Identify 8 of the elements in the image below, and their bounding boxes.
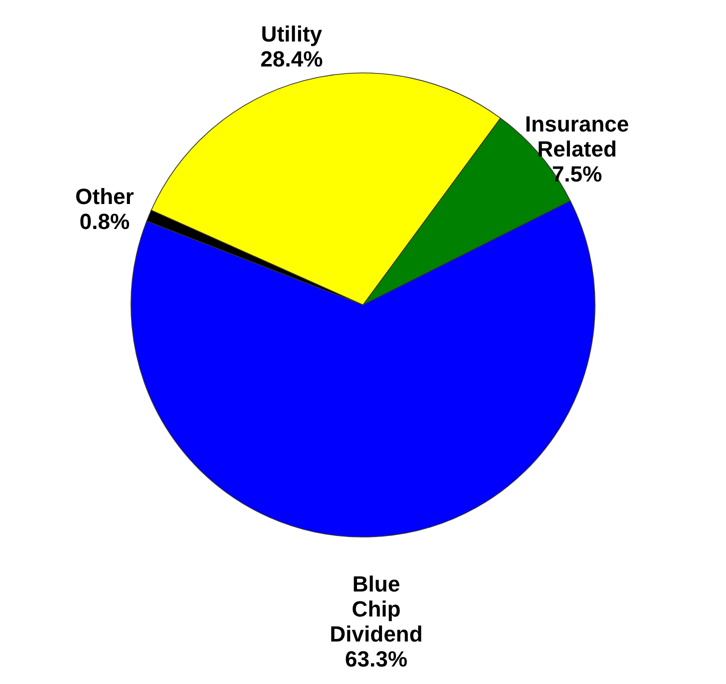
data-label: 0.8% (80, 209, 130, 234)
data-label: 63.3% (345, 646, 408, 672)
slice-label: Other (75, 184, 134, 210)
slice-label: Insurance Related (525, 111, 629, 162)
data-label: 7.5% (552, 161, 602, 186)
data-label: 28.4% (260, 46, 323, 72)
slice-label: Utility (261, 21, 323, 46)
slice-label: Blue Chip Dividend (330, 572, 423, 647)
